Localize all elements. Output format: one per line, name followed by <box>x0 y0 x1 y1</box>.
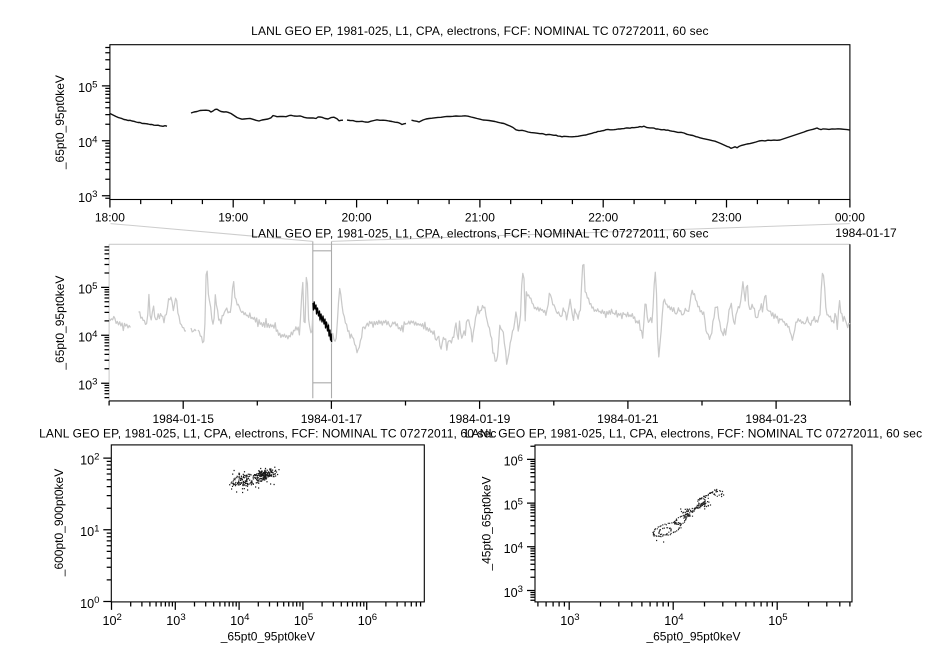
svg-text:1984-01-17: 1984-01-17 <box>301 412 363 426</box>
svg-text:1984-01-21: 1984-01-21 <box>597 412 659 426</box>
svg-text:_65pt0_95pt0keV: _65pt0_95pt0keV <box>645 630 740 644</box>
svg-text:1984-01-23: 1984-01-23 <box>745 412 807 426</box>
svg-text:20:00: 20:00 <box>342 211 372 225</box>
svg-text:LANL GEO EP, 1981-025, L1, CPA: LANL GEO EP, 1981-025, L1, CPA, electron… <box>251 24 708 38</box>
svg-text:23:00: 23:00 <box>712 211 742 225</box>
svg-text:_45pt0_65pt0keV: _45pt0_65pt0keV <box>480 476 494 571</box>
svg-text:_65pt0_95pt0keV: _65pt0_95pt0keV <box>220 630 315 644</box>
svg-text:19:00: 19:00 <box>218 211 248 225</box>
svg-text:21:00: 21:00 <box>465 211 495 225</box>
svg-text:1984-01-15: 1984-01-15 <box>153 412 215 426</box>
svg-text:_600pt0_900pt0keV: _600pt0_900pt0keV <box>52 469 66 577</box>
svg-text:1984-01-19: 1984-01-19 <box>449 412 511 426</box>
svg-text:_65pt0_95pt0keV: _65pt0_95pt0keV <box>53 75 67 170</box>
svg-text:LANL GEO EP, 1981-025, L1, CPA: LANL GEO EP, 1981-025, L1, CPA, electron… <box>251 226 708 240</box>
svg-text:LANL GEO EP, 1981-025, L1, CPA: LANL GEO EP, 1981-025, L1, CPA, electron… <box>465 426 922 440</box>
svg-text:22:00: 22:00 <box>588 211 618 225</box>
svg-text:00:00: 00:00 <box>835 211 865 225</box>
svg-text:_65pt0_95pt0keV: _65pt0_95pt0keV <box>53 276 67 371</box>
svg-text:1984-01-17: 1984-01-17 <box>835 226 897 240</box>
svg-text:LANL GEO EP, 1981-025, L1, CPA: LANL GEO EP, 1981-025, L1, CPA, electron… <box>39 426 496 440</box>
svg-text:18:00: 18:00 <box>95 211 125 225</box>
